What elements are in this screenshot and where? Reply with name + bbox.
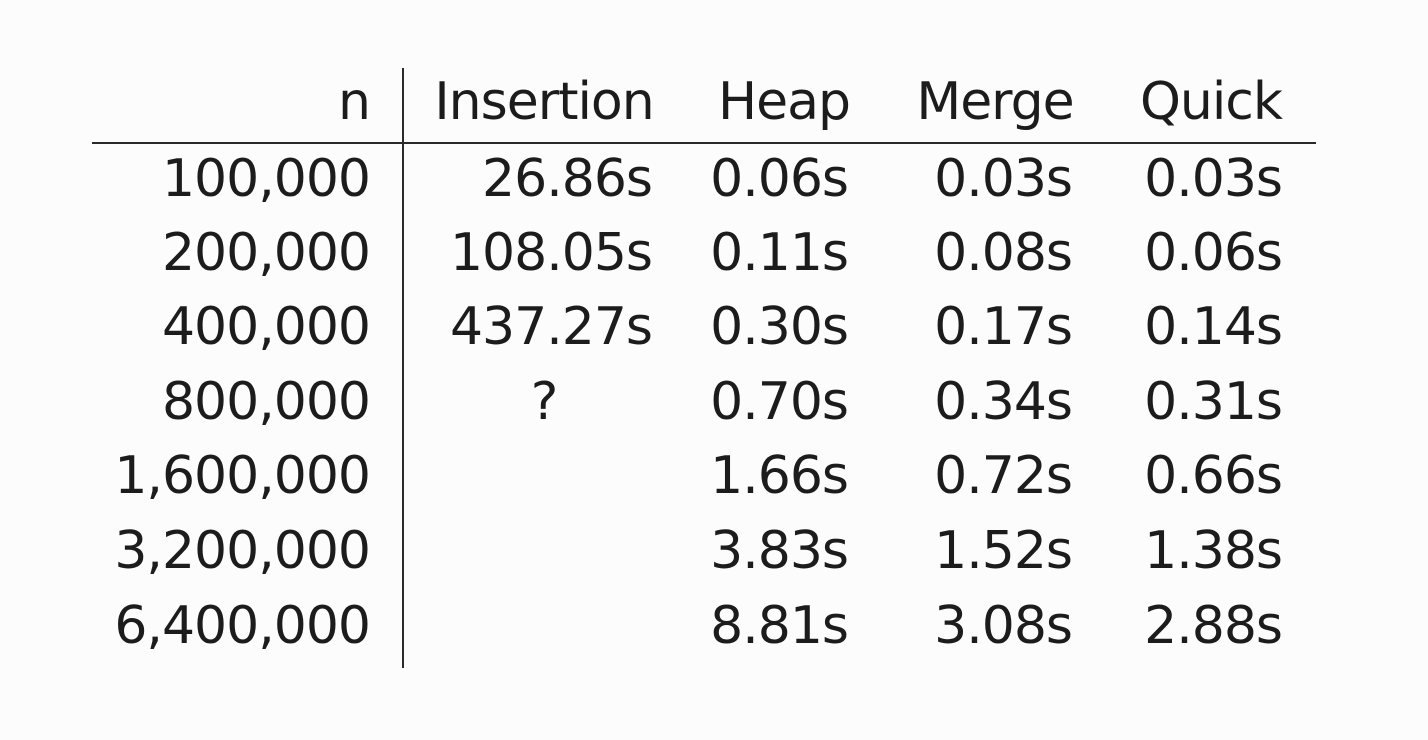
header-n: n (338, 72, 371, 132)
cell-n: 200,000 (161, 223, 371, 283)
cell-heap: 0.11s (710, 223, 849, 283)
vertical-rule (402, 68, 404, 668)
cell-insertion: 108.05s (449, 223, 653, 283)
cell-heap: 0.70s (710, 372, 849, 432)
cell-n: 400,000 (161, 297, 371, 357)
cell-quick: 0.31s (1144, 372, 1283, 432)
cell-merge: 0.17s (934, 297, 1073, 357)
cell-merge: 0.03s (934, 149, 1073, 209)
cell-merge: 0.34s (934, 372, 1073, 432)
header-insertion: Insertion (434, 72, 654, 132)
cell-insertion: 437.27s (449, 297, 653, 357)
cell-heap: 8.81s (710, 596, 849, 656)
cell-n: 6,400,000 (114, 596, 371, 656)
header-merge: Merge (916, 72, 1074, 132)
cell-insertion: 26.86s (482, 149, 653, 209)
cell-merge: 0.72s (934, 446, 1073, 506)
header-heap: Heap (718, 72, 851, 132)
header-quick: Quick (1139, 72, 1283, 132)
cell-n: 800,000 (161, 372, 371, 432)
cell-quick: 0.06s (1144, 223, 1283, 283)
cell-quick: 1.38s (1144, 521, 1283, 581)
cell-insertion: ? (530, 372, 559, 432)
cell-n: 3,200,000 (114, 521, 371, 581)
cell-heap: 0.06s (710, 149, 849, 209)
cell-merge: 1.52s (934, 521, 1073, 581)
cell-quick: 0.14s (1144, 297, 1283, 357)
cell-quick: 0.03s (1144, 149, 1283, 209)
cell-n: 100,000 (161, 149, 371, 209)
header-rule (92, 142, 1316, 144)
cell-merge: 3.08s (934, 596, 1073, 656)
cell-heap: 1.66s (710, 446, 849, 506)
cell-quick: 2.88s (1144, 596, 1283, 656)
cell-quick: 0.66s (1144, 446, 1283, 506)
cell-merge: 0.08s (934, 223, 1073, 283)
cell-heap: 3.83s (710, 521, 849, 581)
cell-heap: 0.30s (710, 297, 849, 357)
cell-n: 1,600,000 (114, 446, 371, 506)
